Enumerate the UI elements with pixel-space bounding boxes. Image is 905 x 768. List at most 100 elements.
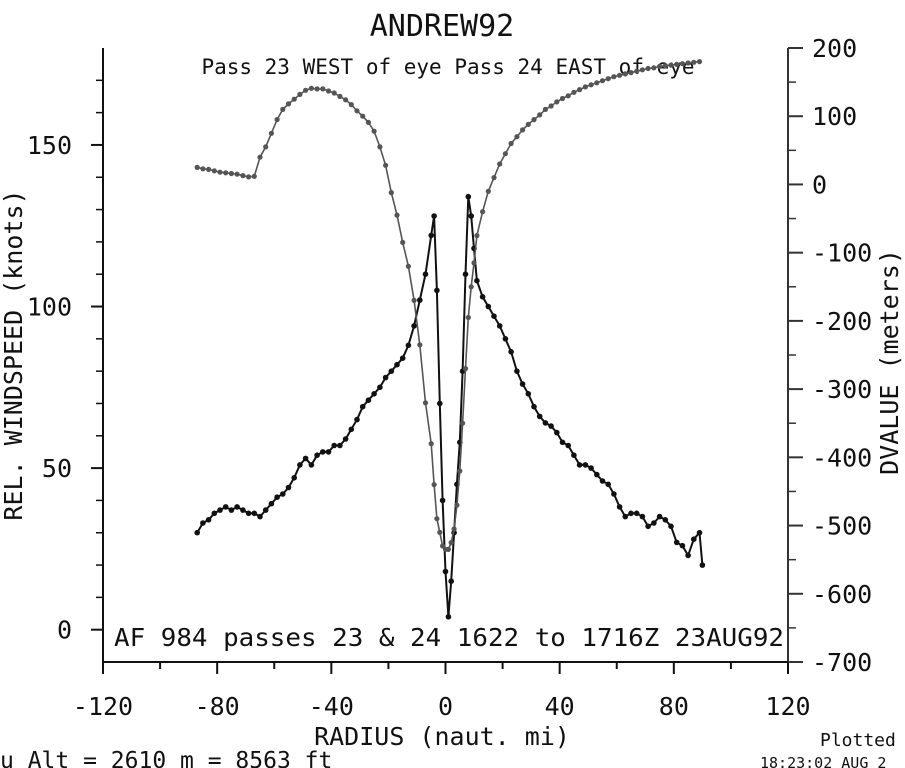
dvalue-point xyxy=(431,482,437,488)
windspeed-point xyxy=(428,232,435,239)
dvalue-point xyxy=(308,85,314,91)
windspeed-point xyxy=(576,462,583,468)
dvalue-point xyxy=(240,173,246,179)
dvalue-point xyxy=(434,516,440,522)
dvalue-point xyxy=(246,174,252,180)
windspeed-point xyxy=(699,562,706,568)
dvalue-point xyxy=(605,76,611,82)
dvalue-point xyxy=(280,106,286,112)
windspeed-point xyxy=(268,500,275,507)
dvalue-point xyxy=(685,60,691,66)
windspeed-point xyxy=(468,213,475,219)
dvalue-point xyxy=(325,88,332,94)
dvalue-point xyxy=(371,128,377,134)
windspeed-point xyxy=(536,413,543,420)
windspeed-point xyxy=(302,455,309,462)
windspeed-point xyxy=(542,420,549,426)
y2-tick-label: 0 xyxy=(812,170,827,199)
dvalue-point xyxy=(422,400,429,406)
windspeed-point xyxy=(491,313,497,320)
dvalue-point xyxy=(354,108,360,114)
footer-altitude: u Alt = 2610 m = 8563 ft xyxy=(0,748,332,768)
dvalue-point xyxy=(559,95,566,102)
windspeed-point xyxy=(439,497,446,504)
windspeed-point xyxy=(257,513,263,520)
dvalue-point xyxy=(611,74,617,80)
windspeed-point xyxy=(531,403,537,410)
dvalue-point xyxy=(428,441,434,447)
windspeed-point xyxy=(679,542,686,549)
windspeed-point xyxy=(465,193,472,200)
dvalue-point xyxy=(411,297,417,303)
dvalue-point xyxy=(417,342,423,348)
windspeed-point xyxy=(645,523,651,530)
dvalue-point xyxy=(360,113,366,119)
dvalue-point xyxy=(285,101,292,107)
windspeed-point xyxy=(354,416,360,423)
dvalue-point xyxy=(457,468,463,474)
windspeed-point xyxy=(594,471,600,478)
windspeed-point xyxy=(651,520,657,526)
dvalue-point xyxy=(696,59,703,65)
windspeed-point xyxy=(359,403,366,410)
windspeed-point xyxy=(685,552,691,559)
windspeed-point xyxy=(331,442,338,449)
dvalue-point xyxy=(405,263,411,269)
windspeed-point xyxy=(377,384,383,391)
windspeed-point xyxy=(234,504,240,510)
windspeed-line xyxy=(196,196,704,617)
y-tick-label: 0 xyxy=(57,616,72,645)
windspeed-point xyxy=(519,381,526,387)
run-annotation: AF 984 passes 23 & 24 1622 to 1716Z 23AU… xyxy=(114,623,784,652)
dvalue-point xyxy=(400,239,406,245)
dvalue-point xyxy=(628,70,634,76)
dvalue-point xyxy=(571,89,577,95)
windspeed-point xyxy=(571,452,577,459)
windspeed-point xyxy=(668,523,674,530)
windspeed-point xyxy=(388,368,395,375)
y2-tick-label: -400 xyxy=(812,443,872,472)
footer-date: 18:23:02 AUG 2 xyxy=(760,754,886,768)
dvalue-point xyxy=(668,62,674,68)
footer-plotted: Plotted d xyxy=(820,730,905,751)
dvalue-point xyxy=(639,67,646,73)
windspeed-point xyxy=(474,277,480,284)
windspeed-point xyxy=(599,478,606,484)
windspeed-point xyxy=(622,513,629,520)
dvalue-point xyxy=(531,117,537,123)
dvalue-point xyxy=(548,103,554,109)
windspeed-point xyxy=(200,520,206,526)
windspeed-point xyxy=(228,507,235,513)
dvalue-point xyxy=(291,96,297,102)
y-tick-label: 100 xyxy=(27,293,72,322)
windspeed-point xyxy=(365,397,372,404)
y-tick-label: 150 xyxy=(27,131,72,160)
windspeed-point xyxy=(382,374,389,381)
dvalue-point xyxy=(520,127,526,133)
dvalue-point xyxy=(257,154,263,160)
windspeed-point xyxy=(222,504,229,510)
windspeed-point xyxy=(297,462,303,468)
dvalue-point xyxy=(468,284,474,290)
y-tick-label: 50 xyxy=(42,454,72,483)
windspeed-point xyxy=(514,368,520,375)
dvalue-point xyxy=(565,93,571,99)
windspeed-point xyxy=(448,578,455,584)
windspeed-point xyxy=(217,507,223,513)
y2-tick-label: -300 xyxy=(812,375,872,404)
dvalue-point xyxy=(263,144,269,150)
dvalue-point xyxy=(206,166,212,172)
windspeed-point xyxy=(611,491,617,497)
windspeed-point xyxy=(314,452,320,459)
dvalue-point xyxy=(657,63,663,69)
windspeed-point xyxy=(274,494,280,501)
windspeed-point xyxy=(639,513,646,520)
dvalue-point xyxy=(377,144,383,150)
dvalue-point xyxy=(445,546,451,553)
windspeed-point xyxy=(696,529,703,536)
dvalue-point xyxy=(588,82,594,88)
dvalue-point xyxy=(465,314,471,321)
windspeed-point xyxy=(245,510,252,517)
dvalue-point xyxy=(542,106,549,112)
